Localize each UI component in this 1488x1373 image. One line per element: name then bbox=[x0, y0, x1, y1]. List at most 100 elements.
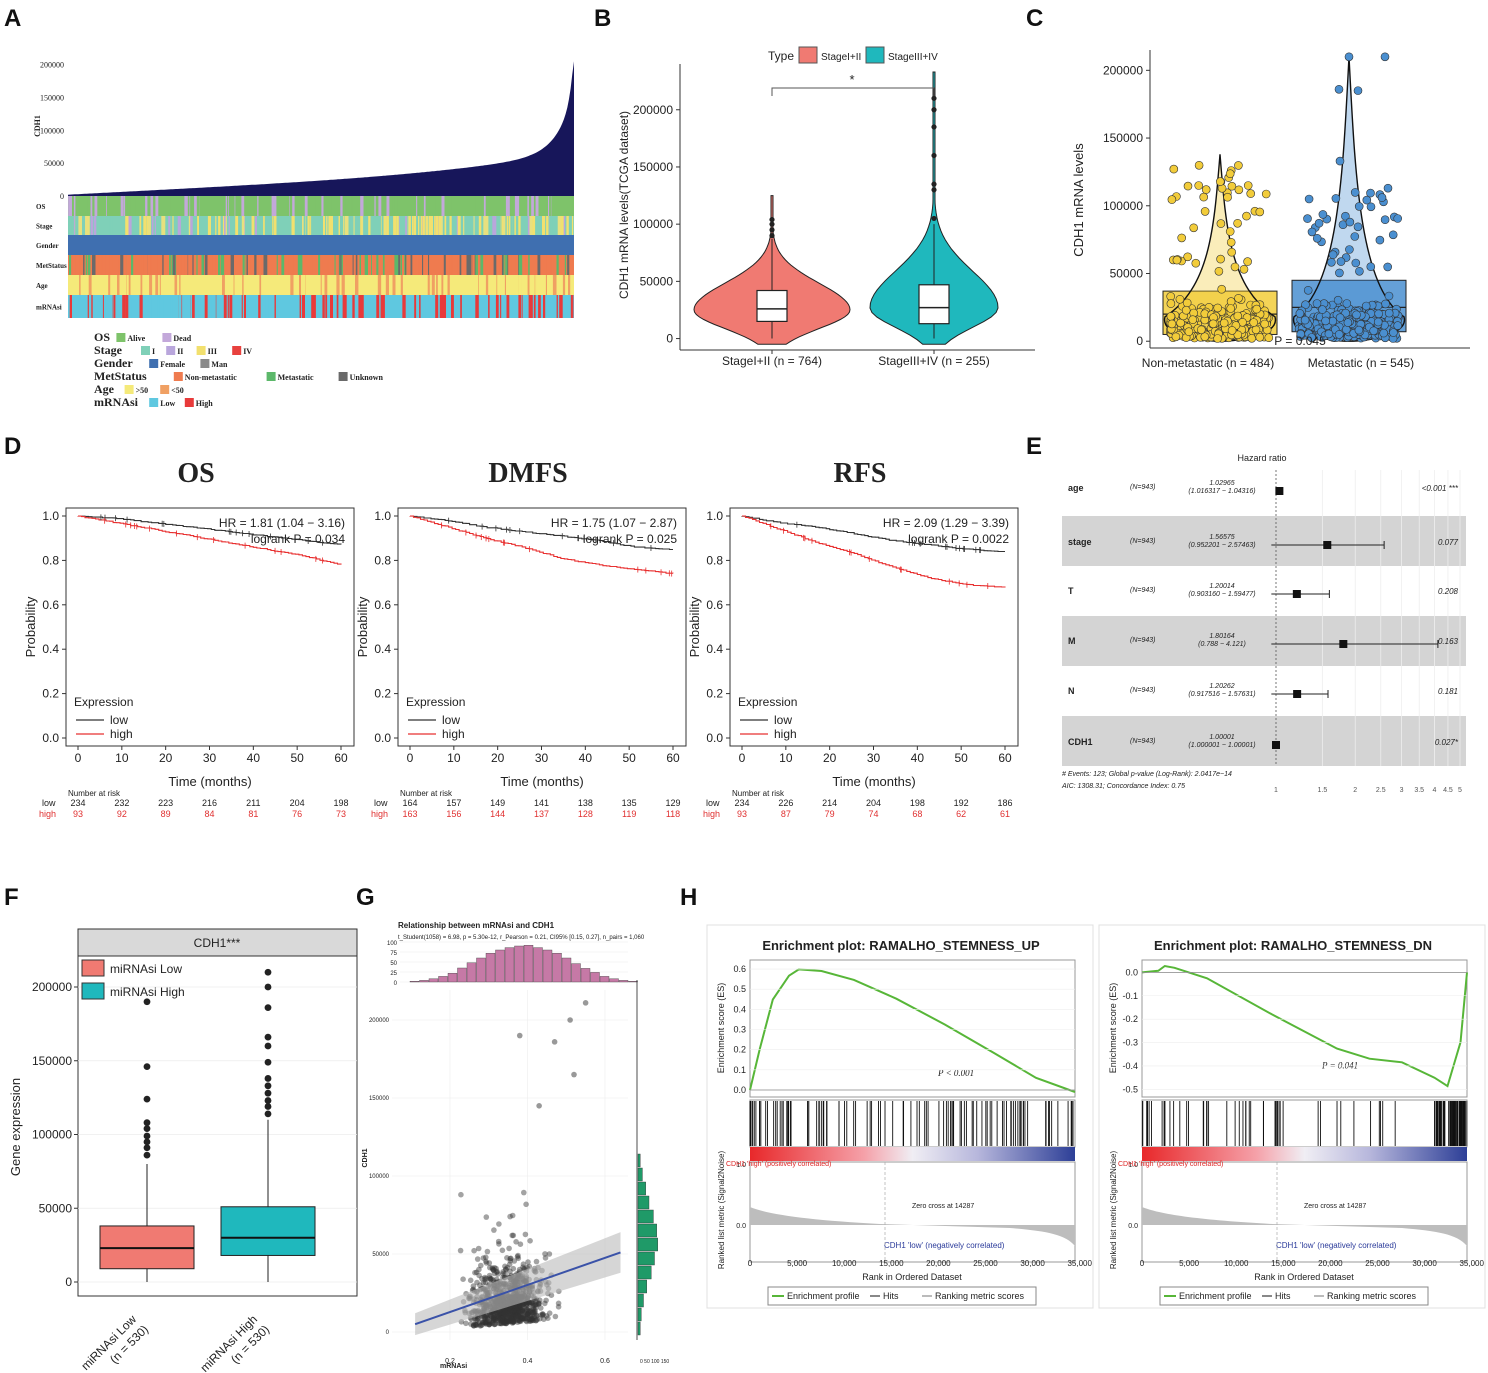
g-point bbox=[509, 1232, 515, 1239]
g-point bbox=[458, 1191, 464, 1198]
g-point bbox=[499, 1315, 505, 1322]
h-legend-item: Hits bbox=[883, 1291, 899, 1301]
h-xtick-label: 35,000 bbox=[1067, 1259, 1092, 1268]
c-outlier-point bbox=[1335, 156, 1345, 166]
a-track-sample bbox=[299, 295, 301, 318]
a-track-sample bbox=[311, 196, 313, 216]
h-es-frame bbox=[749, 959, 1076, 1098]
f-outlier bbox=[264, 1042, 272, 1050]
g-point bbox=[520, 1315, 526, 1322]
g-point bbox=[503, 1320, 510, 1327]
g-point bbox=[510, 1304, 517, 1311]
g-point bbox=[496, 1313, 502, 1320]
c-point bbox=[1303, 285, 1313, 295]
g-point bbox=[524, 1306, 531, 1313]
g-point bbox=[511, 1308, 518, 1314]
a-legend-item: IV bbox=[243, 347, 252, 356]
h-legend-item: Hits bbox=[1275, 1291, 1291, 1301]
g-point bbox=[498, 1320, 505, 1327]
a-track-sample bbox=[168, 216, 171, 235]
a-track-sample bbox=[329, 216, 333, 235]
g-point bbox=[516, 1313, 522, 1320]
a-track-sample bbox=[418, 275, 422, 295]
c-ytick-label: 100000 bbox=[1103, 199, 1143, 213]
a-track-sample bbox=[218, 295, 220, 318]
a-track-sample bbox=[355, 275, 359, 295]
g-hist-bar bbox=[504, 947, 515, 983]
c-point bbox=[1181, 305, 1191, 315]
a-legend-title: Gender bbox=[94, 356, 133, 370]
d-xtick-label: 40 bbox=[911, 751, 925, 765]
a-track-sample bbox=[386, 216, 389, 235]
b-ytick-label: 100000 bbox=[633, 217, 673, 231]
a-track-sample bbox=[548, 196, 550, 216]
a-track-sample bbox=[366, 295, 370, 318]
a-legend-item: I bbox=[152, 347, 155, 356]
c-xtick-label: Non-metastatic (n = 484) bbox=[1142, 356, 1274, 370]
g-point bbox=[509, 1314, 515, 1320]
a-track-sample bbox=[242, 275, 245, 295]
d-legend-title: Expression bbox=[406, 695, 465, 709]
a-legend-metstatus: MetStatus Non-metastatic Metastatic Unknown bbox=[94, 369, 384, 383]
a-track-sample bbox=[471, 255, 473, 275]
d-legend-high: high bbox=[110, 727, 133, 741]
g-point bbox=[515, 1305, 522, 1311]
e-title: Hazard ratio bbox=[1237, 453, 1286, 463]
a-track-sample bbox=[395, 196, 398, 216]
a-track-sample bbox=[473, 216, 475, 235]
c-point bbox=[1393, 214, 1402, 223]
g-point bbox=[488, 1276, 495, 1282]
c-point bbox=[1355, 266, 1364, 276]
d-xtick-label: 40 bbox=[579, 751, 593, 765]
g-point bbox=[502, 1263, 508, 1270]
a-track-sample bbox=[345, 295, 347, 318]
a-track-sample bbox=[113, 275, 116, 295]
a-track-sample bbox=[444, 275, 445, 295]
g-point bbox=[476, 1319, 483, 1326]
g-point bbox=[481, 1319, 487, 1326]
a-track-sample bbox=[211, 196, 214, 216]
a-track-sample bbox=[472, 255, 475, 275]
g-point bbox=[474, 1317, 480, 1323]
d-ytick-label: 0.2 bbox=[706, 687, 723, 701]
d-xtick-label: 30 bbox=[203, 751, 217, 765]
a-track-sample bbox=[493, 216, 497, 235]
c-point bbox=[1380, 215, 1390, 224]
c-point bbox=[1362, 195, 1372, 205]
g-point bbox=[519, 1310, 526, 1317]
a-track-sample bbox=[491, 275, 493, 295]
g-point bbox=[511, 1258, 518, 1264]
a-track-sample bbox=[435, 196, 438, 216]
g-point bbox=[494, 1313, 501, 1319]
a-track-sample bbox=[201, 295, 205, 318]
a-track-sample bbox=[146, 295, 150, 318]
a-track-sample bbox=[280, 275, 283, 295]
a-track-sample bbox=[483, 275, 486, 295]
g-point bbox=[493, 1317, 499, 1324]
g-point bbox=[505, 1318, 512, 1324]
d-risk-title: Number at risk bbox=[68, 789, 121, 798]
a-track-sample bbox=[254, 275, 259, 295]
g-point bbox=[506, 1312, 512, 1319]
a-track-sample bbox=[556, 275, 559, 295]
a-track-sample bbox=[128, 275, 131, 295]
a-track-sample bbox=[125, 216, 128, 235]
d-ytick-label: 0.0 bbox=[42, 731, 59, 745]
g-point bbox=[515, 1303, 522, 1309]
f-outlier bbox=[264, 1058, 272, 1066]
a-track-sample bbox=[277, 295, 280, 318]
g-point bbox=[513, 1306, 519, 1312]
d-risk-low: 234 bbox=[734, 798, 749, 808]
a-track-bg bbox=[68, 235, 574, 255]
g-point bbox=[516, 1317, 522, 1323]
c-ytick-label: 0 bbox=[1136, 334, 1143, 348]
g-point bbox=[522, 1231, 529, 1238]
g-point bbox=[477, 1282, 483, 1288]
b-violin-stage-iii-iv bbox=[869, 71, 999, 345]
a-legend-item: III bbox=[208, 347, 217, 356]
g-hist-bar bbox=[523, 945, 534, 983]
a-track-sample bbox=[176, 275, 180, 295]
a-track-sample bbox=[75, 255, 79, 275]
d-xlabel: Time (months) bbox=[832, 774, 915, 789]
e-row-name: stage bbox=[1068, 537, 1092, 547]
